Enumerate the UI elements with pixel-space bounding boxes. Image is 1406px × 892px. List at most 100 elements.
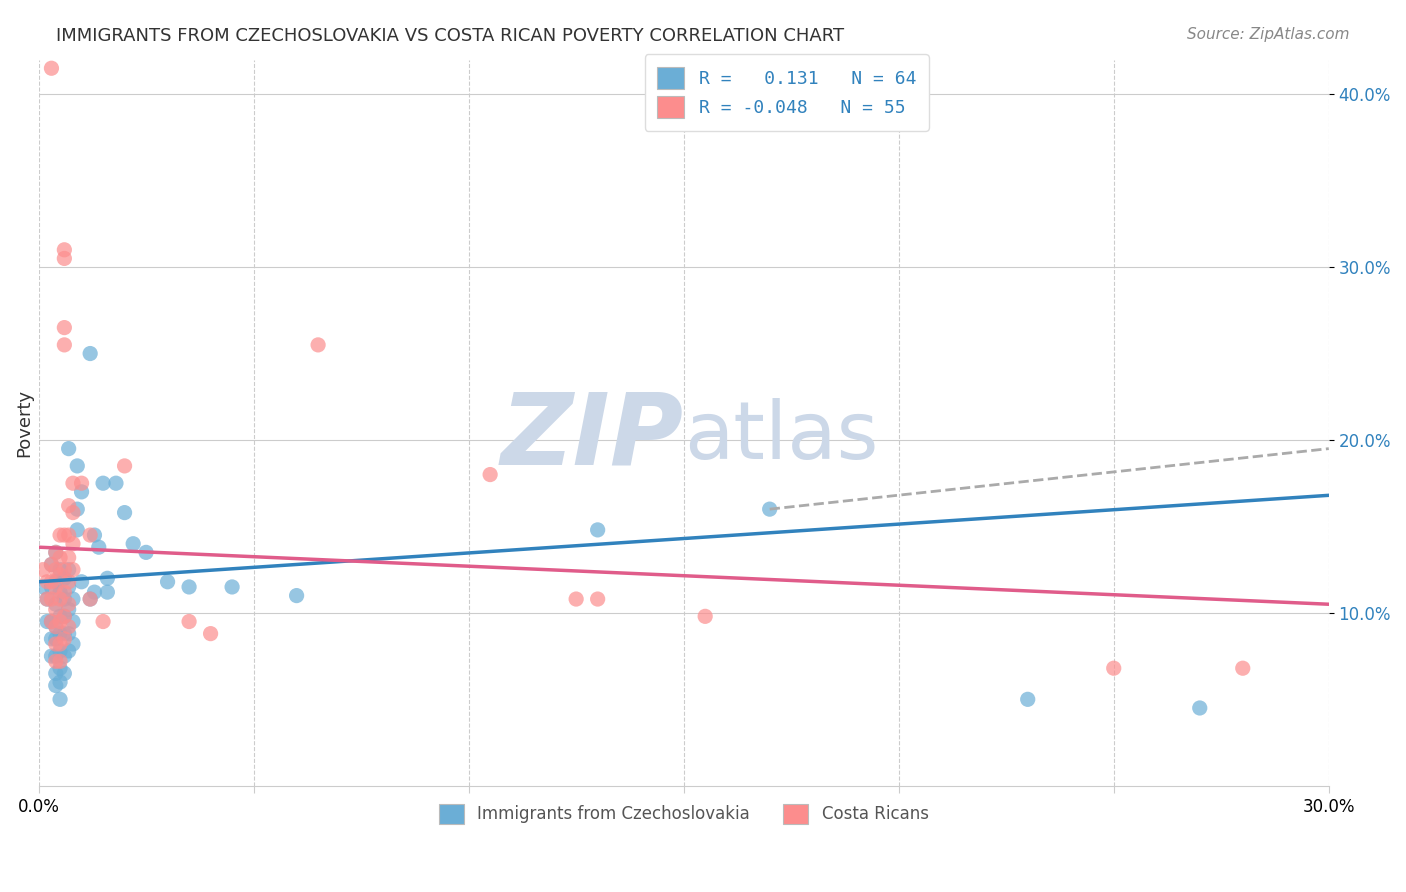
- Point: [41, 558, 63, 572]
- Y-axis label: Poverty: Poverty: [15, 389, 32, 457]
- Point: [177, 580, 200, 594]
- Point: [49, 644, 72, 658]
- Point: [49, 609, 72, 624]
- Point: [53, 626, 76, 640]
- Point: [58, 580, 80, 594]
- Point: [114, 506, 136, 520]
- Point: [53, 649, 76, 664]
- Point: [58, 550, 80, 565]
- Point: [66, 523, 89, 537]
- Point: [45, 620, 67, 634]
- Legend: Immigrants from Czechoslovakia, Costa Ricans: Immigrants from Czechoslovakia, Costa Ri…: [427, 792, 941, 836]
- Point: [307, 338, 329, 352]
- Point: [1102, 661, 1125, 675]
- Point: [37, 592, 59, 607]
- Point: [221, 580, 243, 594]
- Point: [62, 563, 84, 577]
- Point: [79, 592, 101, 607]
- Point: [479, 467, 502, 482]
- Point: [49, 567, 72, 582]
- Point: [53, 243, 76, 257]
- Point: [62, 592, 84, 607]
- Point: [58, 574, 80, 589]
- Point: [586, 592, 609, 607]
- Point: [58, 499, 80, 513]
- Text: atlas: atlas: [683, 398, 877, 476]
- Point: [695, 609, 717, 624]
- Point: [200, 626, 222, 640]
- Point: [114, 458, 136, 473]
- Point: [45, 620, 67, 634]
- Point: [565, 592, 588, 607]
- Point: [49, 675, 72, 690]
- Point: [1017, 692, 1039, 706]
- Text: IMMIGRANTS FROM CZECHOSLOVAKIA VS COSTA RICAN POVERTY CORRELATION CHART: IMMIGRANTS FROM CZECHOSLOVAKIA VS COSTA …: [56, 27, 845, 45]
- Point: [49, 637, 72, 651]
- Point: [41, 580, 63, 594]
- Point: [53, 528, 76, 542]
- Point: [45, 679, 67, 693]
- Point: [49, 626, 72, 640]
- Text: Source: ZipAtlas.com: Source: ZipAtlas.com: [1187, 27, 1350, 42]
- Point: [58, 442, 80, 456]
- Point: [122, 537, 145, 551]
- Point: [45, 580, 67, 594]
- Point: [58, 626, 80, 640]
- Point: [177, 615, 200, 629]
- Point: [49, 692, 72, 706]
- Point: [53, 592, 76, 607]
- Point: [41, 574, 63, 589]
- Point: [49, 528, 72, 542]
- Point: [53, 632, 76, 646]
- Point: [45, 545, 67, 559]
- Point: [66, 502, 89, 516]
- Point: [45, 602, 67, 616]
- Point: [1188, 701, 1211, 715]
- Point: [49, 592, 72, 607]
- Point: [53, 585, 76, 599]
- Point: [58, 528, 80, 542]
- Point: [58, 563, 80, 577]
- Point: [41, 632, 63, 646]
- Point: [53, 666, 76, 681]
- Point: [285, 589, 308, 603]
- Point: [91, 615, 114, 629]
- Text: ZIP: ZIP: [501, 389, 683, 486]
- Point: [41, 615, 63, 629]
- Point: [53, 609, 76, 624]
- Point: [49, 585, 72, 599]
- Point: [45, 666, 67, 681]
- Point: [135, 545, 157, 559]
- Point: [53, 338, 76, 352]
- Point: [41, 615, 63, 629]
- Point: [79, 346, 101, 360]
- Point: [87, 540, 110, 554]
- Point: [45, 597, 67, 611]
- Point: [31, 563, 53, 577]
- Point: [1232, 661, 1254, 675]
- Point: [53, 571, 76, 585]
- Point: [49, 654, 72, 668]
- Point: [62, 615, 84, 629]
- Point: [31, 580, 53, 594]
- Point: [49, 615, 72, 629]
- Point: [70, 484, 93, 499]
- Point: [53, 563, 76, 577]
- Point: [58, 597, 80, 611]
- Point: [45, 637, 67, 651]
- Point: [96, 585, 118, 599]
- Point: [45, 563, 67, 577]
- Point: [96, 571, 118, 585]
- Point: [70, 574, 93, 589]
- Point: [41, 649, 63, 664]
- Point: [49, 550, 72, 565]
- Point: [53, 609, 76, 624]
- Point: [62, 476, 84, 491]
- Point: [104, 476, 127, 491]
- Point: [758, 502, 780, 516]
- Point: [156, 574, 179, 589]
- Point: [45, 632, 67, 646]
- Point: [62, 637, 84, 651]
- Point: [70, 476, 93, 491]
- Point: [41, 592, 63, 607]
